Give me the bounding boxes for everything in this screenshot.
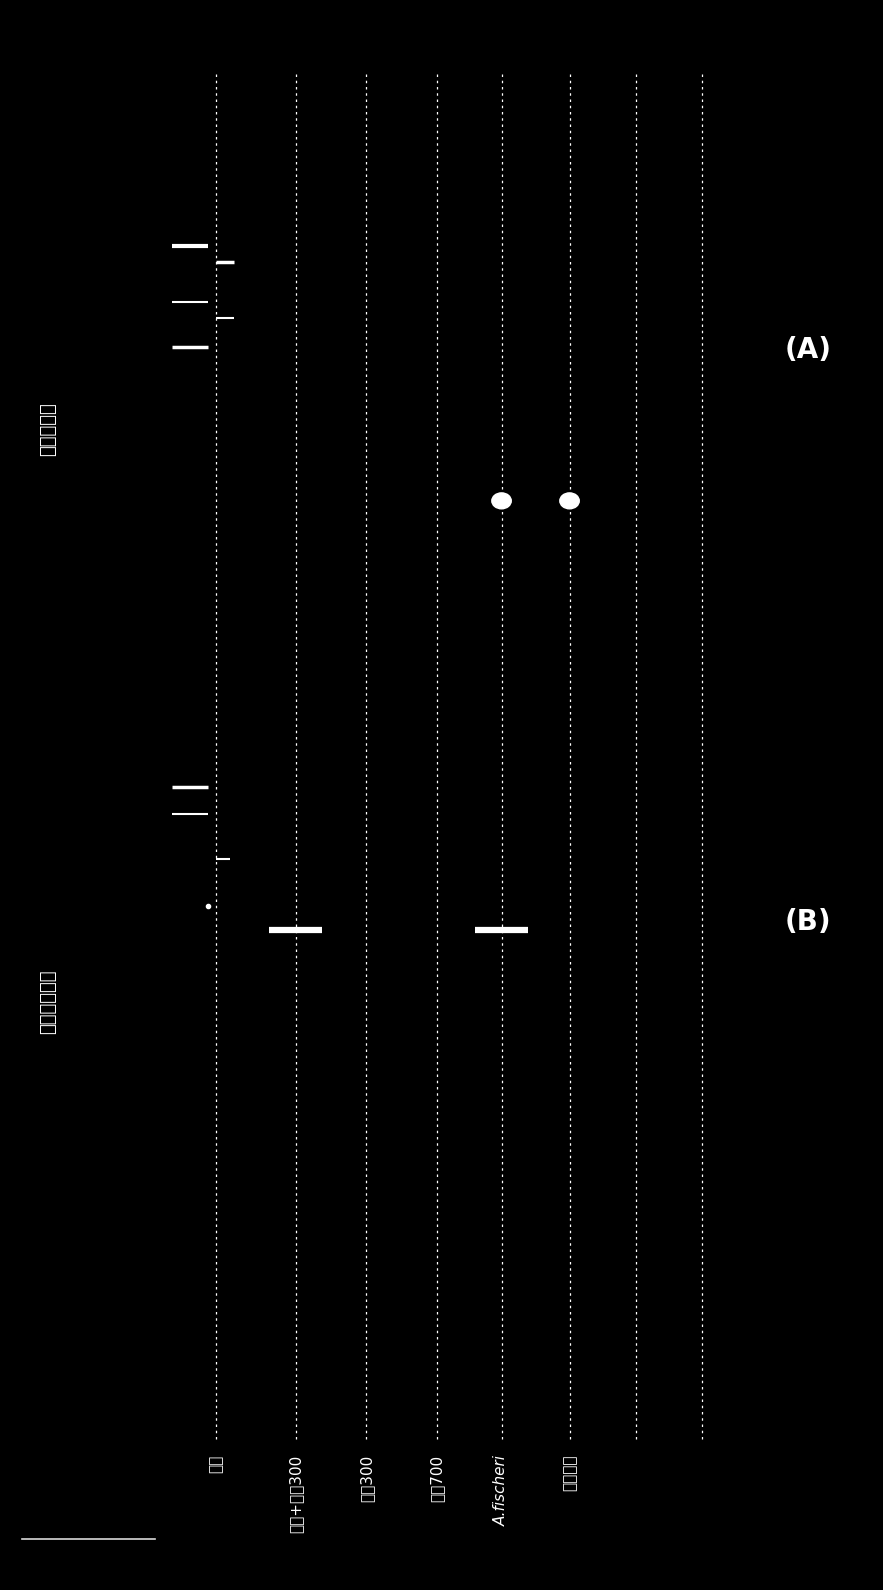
- Ellipse shape: [492, 493, 511, 509]
- Text: 内标引物物: 内标引物物: [40, 402, 57, 456]
- Text: A.fischeri: A.fischeri: [494, 1455, 509, 1526]
- Ellipse shape: [560, 493, 579, 509]
- Text: 细菌通用引物: 细菌通用引物: [40, 970, 57, 1034]
- Text: 土壤: 土壤: [209, 1455, 223, 1472]
- Text: 黑炭300: 黑炭300: [359, 1455, 374, 1503]
- Text: 土壤+黑炭300: 土壤+黑炭300: [289, 1455, 303, 1533]
- Text: (B): (B): [785, 908, 831, 937]
- Text: 阴性对照: 阴性对照: [562, 1455, 577, 1491]
- Text: (A): (A): [784, 335, 832, 364]
- Text: 黑炭700: 黑炭700: [430, 1455, 444, 1503]
